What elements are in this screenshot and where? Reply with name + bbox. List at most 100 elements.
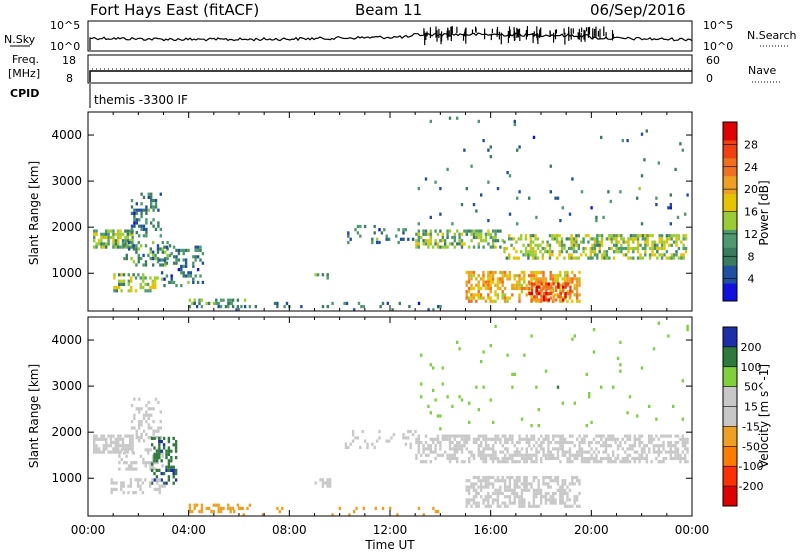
scatter-cell: [573, 283, 576, 287]
scatter-cell: [477, 491, 480, 496]
scatter-cell: [559, 434, 562, 438]
scatter-cell: [120, 282, 123, 286]
scatter-cell: [128, 241, 131, 245]
scatter-cell: [499, 504, 502, 508]
scatter-cell: [107, 242, 110, 246]
scatter-cell: [609, 434, 612, 438]
scatter-cell: [494, 232, 497, 236]
scatter-cell: [489, 456, 492, 461]
scatter-cell: [566, 274, 569, 278]
scatter-cell: [648, 440, 651, 445]
scatter-cell: [537, 290, 540, 294]
scatter-cell: [511, 293, 514, 297]
scatter-cell: [102, 437, 105, 441]
scatter-cell: [415, 232, 418, 236]
scatter-cell: [593, 253, 597, 257]
scatter-cell: [484, 444, 488, 448]
scatter-cell: [681, 456, 684, 461]
scatter-cell: [591, 246, 594, 251]
scatter-cell: [109, 437, 113, 441]
scatter-cell: [518, 504, 521, 508]
scatter-cell: [561, 482, 564, 486]
scatter-cell: [415, 453, 418, 457]
scatter-cell: [539, 277, 543, 281]
scatter-cell: [477, 283, 480, 287]
scatter-cell: [182, 252, 185, 256]
colorbar-segment: [723, 466, 737, 487]
scatter-cell: [125, 257, 128, 261]
scatter-cell: [494, 456, 497, 461]
scatter-cell: [520, 234, 523, 238]
power-colorbar-label: Power [dB]: [757, 180, 771, 245]
scatter-cell: [261, 513, 265, 517]
scatter-cell: [516, 196, 519, 200]
scatter-cell: [139, 484, 142, 488]
scatter-cell: [453, 447, 456, 451]
scatter-cell: [527, 280, 531, 284]
scatter-cell: [597, 450, 600, 454]
scatter-cell: [544, 491, 548, 496]
scatter-cell: [119, 444, 122, 448]
scatter-cell: [427, 447, 430, 451]
scatter-cell: [600, 253, 604, 257]
noise-spike: [464, 29, 466, 35]
scatter-cell: [237, 506, 241, 510]
scatter-cell: [672, 253, 676, 257]
scatter-cell: [487, 475, 490, 480]
scatter-cell: [518, 296, 521, 300]
scatter-cell: [615, 234, 618, 238]
scatter-cell: [420, 440, 423, 445]
scatter-cell: [102, 242, 105, 246]
scatter-cell: [648, 246, 652, 251]
scatter-cell: [563, 280, 567, 284]
scatter-cell: [475, 232, 478, 236]
scatter-cell: [587, 234, 590, 238]
scatter-cell: [138, 423, 141, 427]
scatter-cell: [612, 385, 615, 389]
scatter-cell: [112, 229, 115, 233]
scatter-cell: [102, 235, 105, 240]
noise-spike: [595, 26, 597, 37]
scatter-cell: [480, 232, 483, 236]
scatter-cell: [684, 246, 688, 251]
scatter-cell: [571, 280, 574, 284]
scatter-cell: [544, 495, 548, 499]
scatter-cell: [570, 256, 573, 260]
scatter-cell: [551, 253, 554, 257]
scatter-cell: [475, 482, 478, 486]
scatter-cell: [684, 250, 688, 254]
scatter-cell: [156, 481, 159, 485]
scatter-cell: [362, 506, 365, 510]
scatter-cell: [663, 240, 666, 244]
scatter-cell: [525, 488, 528, 492]
scatter-cell: [482, 139, 485, 143]
freq-label-bottom: [MHz]: [8, 67, 40, 80]
scatter-cell: [180, 284, 183, 288]
scatter-cell: [580, 456, 584, 461]
scatter-cell: [378, 240, 381, 245]
scatter-cell: [622, 253, 625, 257]
scatter-cell: [656, 246, 659, 251]
scatter-cell: [135, 429, 138, 433]
colorbar-frame: [722, 326, 738, 507]
scatter-cell: [189, 274, 193, 278]
scatter-cell: [138, 224, 141, 228]
scatter-cell: [608, 237, 611, 241]
scatter-cell: [492, 229, 495, 233]
freq-left-tick-bottom: 8: [66, 72, 73, 85]
scatter-cell: [650, 440, 653, 445]
scatter-cell: [477, 504, 480, 508]
scatter-cell: [174, 468, 178, 472]
scatter-cell: [147, 413, 150, 417]
scatter-cell: [571, 177, 574, 181]
scatter-cell: [679, 460, 682, 464]
scatter-cell: [529, 243, 532, 247]
scatter-cell: [542, 285, 546, 289]
scatter-cell: [105, 242, 108, 246]
scatter-cell: [439, 414, 442, 418]
scatter-cell: [110, 481, 113, 485]
scatter-cell: [534, 250, 537, 254]
scatter-cell: [129, 232, 132, 236]
scatter-cell: [470, 229, 473, 233]
